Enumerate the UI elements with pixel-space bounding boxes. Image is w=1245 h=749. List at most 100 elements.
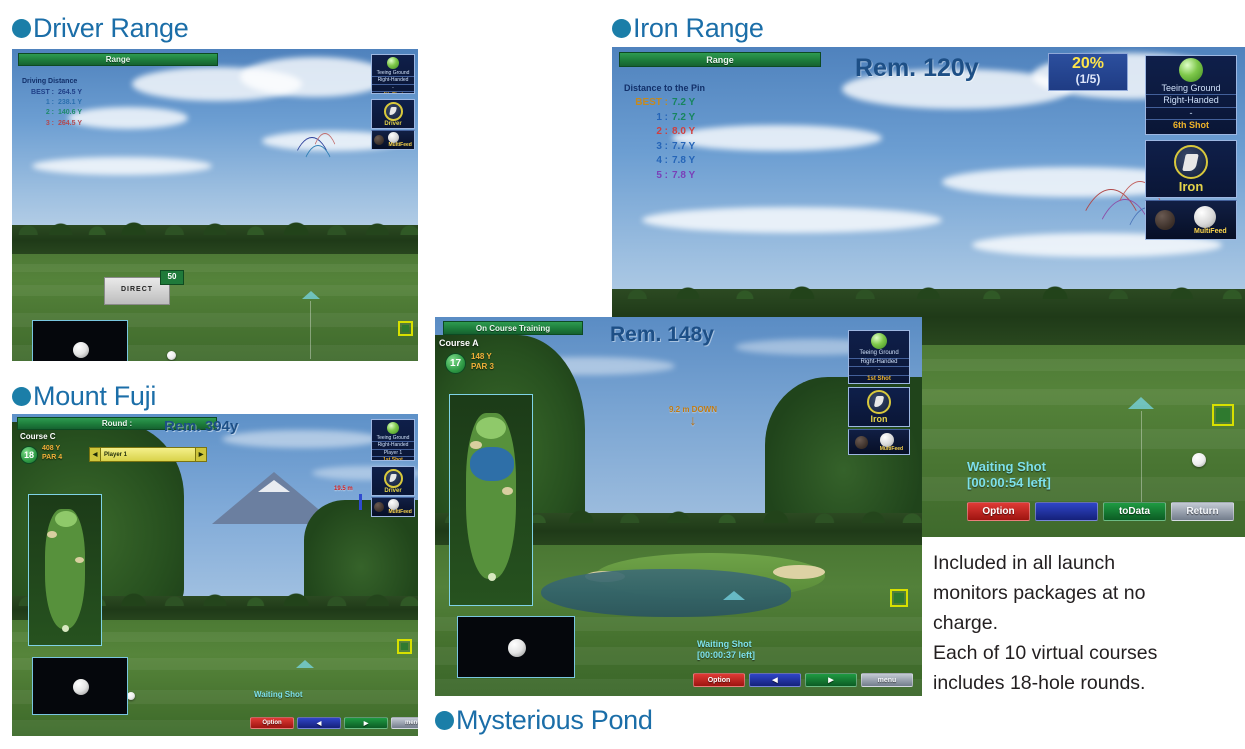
fuji-hole-info: 408 Y PAR 4 [42, 445, 62, 463]
fuji-feed-panel[interactable]: MultiFeed [371, 497, 415, 517]
club-label: Driver [384, 488, 402, 494]
player-next-button[interactable]: ▶ [195, 448, 206, 461]
fuji-minimap[interactable] [28, 494, 102, 646]
feed-left[interactable] [854, 435, 868, 449]
stat-value: 140.6 Y [58, 109, 83, 117]
camera-ball-icon [73, 342, 89, 358]
feed-right[interactable]: MultiFeed [388, 499, 412, 515]
pond-feed-panel[interactable]: MultiFeed [848, 429, 910, 455]
pond-hole-yards: 148 Y [471, 352, 492, 361]
stat-value: 7.8 Y [672, 155, 696, 167]
feed-right[interactable]: MultiFeed [879, 432, 904, 452]
fuji-remaining-distance: Rem. 394y [164, 418, 239, 435]
tee-ball-icon [1179, 58, 1203, 82]
tee-line-1: Teeing Ground [376, 435, 410, 441]
pond-titlebar: On Course Training [443, 321, 583, 335]
iron-teeing-panel[interactable]: Teeing Ground Right-Handed - 6th Shot [1145, 55, 1237, 135]
driver-teeing-panel[interactable]: Teeing Ground Right-Handed - 4th Shot [371, 54, 415, 94]
shot-trajectory [284, 137, 340, 307]
treeline [12, 219, 418, 259]
iron-blue-button[interactable] [1035, 502, 1098, 521]
pond-next-button[interactable]: ▶ [805, 673, 857, 687]
fuji-ball-camera-view[interactable] [32, 657, 128, 715]
feed-right-label: MultiFeed [879, 445, 904, 452]
feed-ball-dim-icon [374, 135, 385, 145]
driver-club-panel[interactable]: Driver [371, 99, 415, 129]
tee-line-1: Teeing Ground [1161, 83, 1221, 93]
feed-left[interactable] [374, 502, 385, 512]
feed-right[interactable]: MultiFeed [1193, 205, 1227, 235]
tee-line-3: Player 1 [372, 448, 414, 456]
iron-stats-header: Distance to the Pin [624, 83, 706, 93]
marketing-line-3: charge. [933, 612, 999, 634]
iron-todata-button[interactable]: toData [1103, 502, 1166, 521]
fuji-elevation-label: 19.5 m [334, 486, 353, 492]
fuji-option-button[interactable]: Option [250, 717, 294, 729]
fuji-player-selector[interactable]: ◀ Player 1 ▶ [89, 447, 207, 462]
stat-label: 1 : [656, 111, 668, 123]
feed-left[interactable] [1155, 210, 1176, 230]
iron-feed-panel[interactable]: MultiFeed [1145, 200, 1237, 240]
fuji-club-panel[interactable]: Driver [371, 466, 415, 496]
iron-waiting-line-1: Waiting Shot [967, 459, 1046, 474]
tee-line-4: 6th Shot [1146, 118, 1236, 131]
driver-feed-panel[interactable]: MultiFeed [371, 130, 415, 150]
stat-value: 7.2 Y [672, 97, 696, 109]
iron-club-panel[interactable]: Iron [1145, 140, 1237, 198]
stat-label: 5 : [656, 169, 668, 181]
section-heading-mount-fuji: Mount Fuji [12, 381, 156, 412]
tee-line-2: Right-Handed [372, 76, 414, 83]
feed-right[interactable]: MultiFeed [388, 132, 412, 148]
fuji-teeing-panel[interactable]: Teeing Ground Right-Handed Player 1 1st … [371, 419, 415, 461]
pond-minimap[interactable] [449, 394, 533, 606]
cloud [642, 207, 942, 233]
fuji-next-button[interactable]: ▶ [344, 717, 388, 729]
shot-trajectory [1100, 181, 1180, 455]
player-prev-button[interactable]: ◀ [90, 448, 101, 461]
driver-stats: Driving Distance BEST : 264.5 Y 1 : 238.1 … [22, 77, 82, 129]
pond-prev-button[interactable]: ◀ [749, 673, 801, 687]
stat-value: 238.1 Y [58, 99, 83, 107]
pond-hole-par: PAR 3 [471, 362, 494, 371]
iron-button-row[interactable]: Option toData Return [967, 502, 1234, 521]
club-label: Iron [1178, 179, 1204, 194]
pond-waiting-line-1: Waiting Shot [697, 639, 752, 649]
bullet-icon [435, 711, 454, 730]
pond-menu-button[interactable]: menu [861, 673, 913, 687]
aim-line [310, 301, 311, 359]
feed-left[interactable] [374, 135, 385, 145]
stat-value: 7.7 Y [672, 140, 696, 152]
iron-percent-badge[interactable]: 20% (1/5) [1048, 53, 1128, 91]
mount-fuji-screen[interactable]: Round : Course C 18 408 Y PAR 4 ◀ Player… [12, 414, 418, 736]
marketing-copy: Included in all launch monitors packages… [933, 548, 1241, 698]
iron-return-button[interactable]: Return [1171, 502, 1234, 521]
club-label: Iron [870, 414, 888, 424]
pond-ball-camera-view[interactable] [457, 616, 575, 678]
tee-line-3: - [1146, 106, 1236, 119]
pond-option-button[interactable]: Option [693, 673, 745, 687]
pond-course-label: Course A [439, 338, 479, 348]
shot-trajectory [1064, 189, 1158, 453]
fuji-hole-badge: 18 [20, 446, 38, 464]
pond-hole-badge: 17 [445, 353, 466, 374]
pond-remaining-distance: Rem. 148y [610, 323, 714, 346]
pond-teeing-panel[interactable]: Teeing Ground Right-Handed - 1st Shot [848, 330, 910, 384]
section-heading-label: Mysterious Pond [456, 705, 653, 735]
pond-club-panel[interactable]: Iron [848, 387, 910, 427]
fuji-menu-button[interactable]: menu [391, 717, 418, 729]
stat-label: 4 : [656, 155, 668, 167]
driver-range-screen[interactable]: Range Driving Distance BEST : 264.5 Y 1 :… [12, 49, 418, 361]
fuji-prev-button[interactable]: ◀ [297, 717, 341, 729]
percent-value: 20% [1071, 55, 1105, 72]
driver-ball-camera-view[interactable] [32, 320, 128, 361]
pond-button-row[interactable]: Option ◀ ▶ menu [693, 673, 913, 687]
feed-right-label: MultiFeed [388, 509, 412, 515]
iron-waiting-label: Waiting Shot [00:00:54 left] [967, 459, 1051, 492]
fairway-stripe [12, 632, 418, 642]
minimap-tee [62, 625, 69, 632]
fuji-button-row[interactable]: Option ◀ ▶ menu [250, 717, 418, 729]
mysterious-pond-screen[interactable]: On Course Training Course A 17 148 Y PAR… [435, 317, 922, 696]
driver-stat-row: 2 : 140.6 Y [22, 108, 82, 118]
fuji-waiting-label: Waiting Shot [254, 690, 303, 699]
iron-option-button[interactable]: Option [967, 502, 1030, 521]
